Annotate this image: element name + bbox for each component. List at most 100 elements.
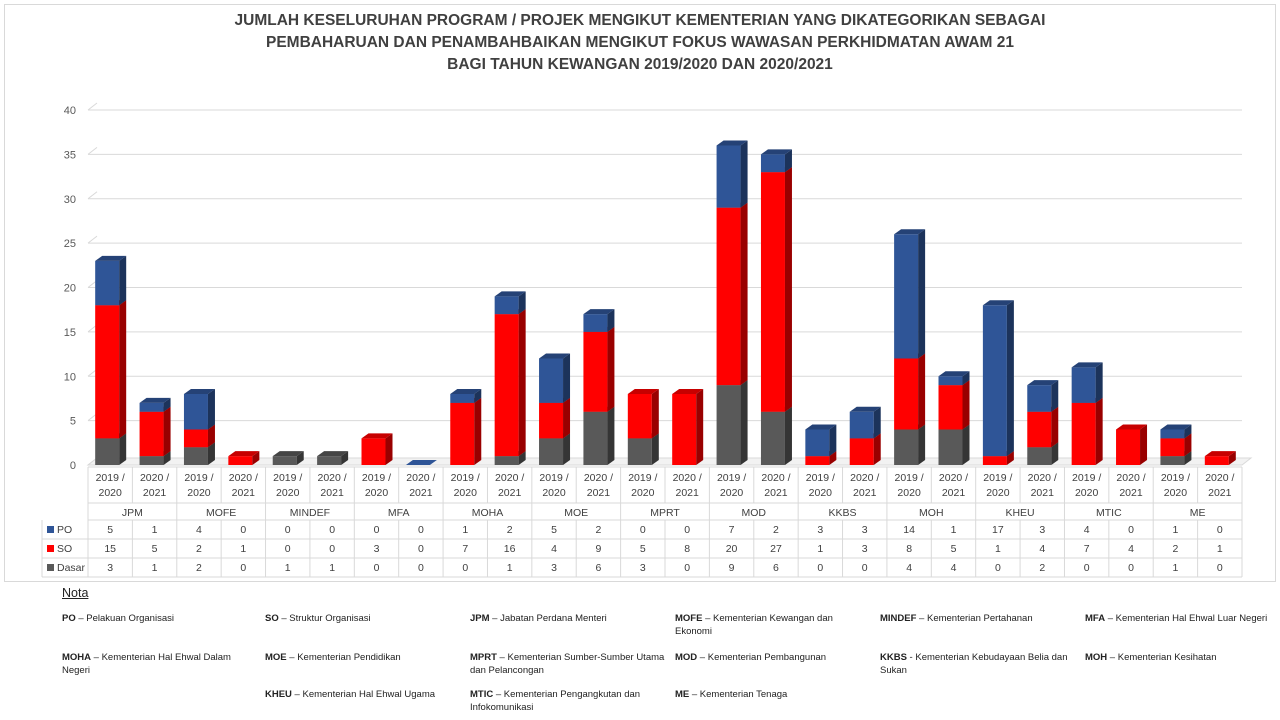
x-tick-year-label: 2020 /	[229, 472, 258, 484]
x-tick-year-label: 2020 /	[584, 472, 613, 484]
bar-po	[938, 376, 963, 386]
data-label-so: 2	[196, 543, 202, 555]
bar-top-po	[982, 300, 1014, 306]
legend-key-dasar	[47, 564, 54, 571]
bar-so	[228, 456, 253, 465]
bar-so	[1160, 438, 1185, 457]
x-group-label: MPRT	[650, 507, 680, 519]
bar-top-so	[1116, 424, 1148, 430]
bar-side-dasar	[207, 442, 215, 465]
bar-side-so	[651, 389, 659, 439]
bar-top-dasar	[272, 451, 304, 457]
bar-po	[450, 394, 475, 403]
gridline-depth-5	[87, 235, 98, 244]
data-label-so: 8	[906, 543, 912, 555]
data-label-po: 2	[507, 524, 513, 536]
bar-dasar	[716, 385, 741, 465]
chart-title: JUMLAH KESELURUHAN PROGRAM / PROJEK MENG…	[0, 10, 1280, 76]
data-label-dasar: 0	[1084, 562, 1090, 574]
data-label-po: 1	[1173, 524, 1179, 536]
bar-side-dasar	[119, 433, 127, 465]
x-group-label: MTIC	[1096, 507, 1122, 519]
y-tick-label: 5	[70, 416, 76, 428]
bar-top-dasar	[317, 451, 349, 457]
bar-side-dasar	[163, 451, 171, 465]
x-tick-year-label: 2020 /	[761, 472, 790, 484]
bar-side-so	[207, 424, 215, 448]
x-tick-year-label: 2021	[587, 487, 611, 499]
data-label-dasar: 0	[462, 562, 468, 574]
x-tick-year-label: 2020	[365, 487, 389, 499]
x-group-label: ME	[1190, 507, 1206, 519]
note-jpm: JPM – Jabatan Perdana Menteri	[470, 613, 607, 624]
data-label-dasar: 0	[418, 562, 424, 574]
data-label-dasar: 0	[995, 562, 1001, 574]
bar-side-so	[1051, 406, 1059, 448]
bar-side-so	[873, 433, 881, 465]
bar-side-dasar	[784, 406, 792, 465]
x-group-label: KKBS	[829, 507, 857, 519]
bar-side-po	[563, 353, 571, 403]
x-tick-year-label: 2019 /	[895, 472, 924, 484]
data-label-so: 15	[104, 543, 116, 555]
x-tick-year-label: 2021	[409, 487, 433, 499]
x-tick-year-label: 2019 /	[539, 472, 568, 484]
bar-po	[849, 411, 874, 439]
bar-so	[539, 402, 564, 439]
x-tick-year-label: 2019 /	[451, 472, 480, 484]
bar-side-so	[1228, 451, 1236, 465]
data-label-so: 1	[240, 543, 246, 555]
x-group-label: MFA	[388, 507, 410, 519]
x-tick-year-label: 2020 /	[673, 472, 702, 484]
x-tick-year-label: 2020 /	[939, 472, 968, 484]
data-label-so: 5	[152, 543, 158, 555]
bar-side-so	[696, 389, 704, 465]
bar-side-po	[873, 406, 881, 439]
bar-top-po	[849, 406, 881, 412]
note-mindef: MINDEF – Kementerian Pertahanan	[880, 613, 1033, 624]
legend-label-dasar: Dasar	[57, 562, 86, 574]
bar-po	[183, 394, 208, 430]
data-label-dasar: 1	[1173, 562, 1179, 574]
data-label-so: 8	[684, 543, 690, 555]
bar-top-po	[1160, 424, 1192, 430]
bar-po	[1027, 385, 1052, 412]
data-label-dasar: 3	[107, 562, 113, 574]
note-kheu: KHEU – Kementerian Hal Ehwal Ugama	[265, 689, 436, 700]
bar-side-po	[1051, 380, 1059, 412]
bar-so	[183, 429, 208, 448]
x-tick-year-label: 2021	[764, 487, 788, 499]
data-label-po: 0	[640, 524, 646, 536]
note-me: ME – Kementerian Tenaga	[675, 689, 788, 700]
bar-po	[760, 154, 785, 173]
bar-side-so	[163, 406, 171, 457]
y-tick-label: 25	[64, 238, 76, 250]
bar-side-dasar	[518, 451, 526, 465]
bar-po	[539, 358, 564, 403]
bar-dasar	[583, 411, 608, 465]
data-label-po: 0	[240, 524, 246, 536]
bar-dasar	[272, 456, 297, 465]
bar-side-so	[563, 397, 571, 439]
x-group-label: MOFE	[206, 507, 236, 519]
note-moe: MOE – Kementerian Pendidikan	[265, 652, 401, 663]
bar-top-so	[672, 389, 704, 394]
bar-empty-marker	[405, 460, 437, 465]
bar-dasar	[95, 438, 120, 465]
bar-top-po	[760, 149, 792, 155]
bar-po	[583, 314, 608, 332]
x-tick-year-label: 2019 /	[96, 472, 125, 484]
x-tick-year-label: 2020	[720, 487, 744, 499]
x-tick-year-label: 2020 /	[140, 472, 169, 484]
bar-side-so	[784, 167, 792, 412]
bar-so	[1027, 411, 1052, 448]
data-label-po: 1	[462, 524, 468, 536]
bar-side-dasar	[563, 433, 571, 465]
x-tick-year-label: 2020 /	[1028, 472, 1057, 484]
bar-po	[494, 296, 519, 315]
x-tick-year-label: 2019 /	[184, 472, 213, 484]
bar-side-po	[163, 397, 171, 412]
gridline-depth-7	[87, 146, 98, 155]
x-tick-year-label: 2021	[143, 487, 167, 499]
data-label-po: 0	[329, 524, 335, 536]
